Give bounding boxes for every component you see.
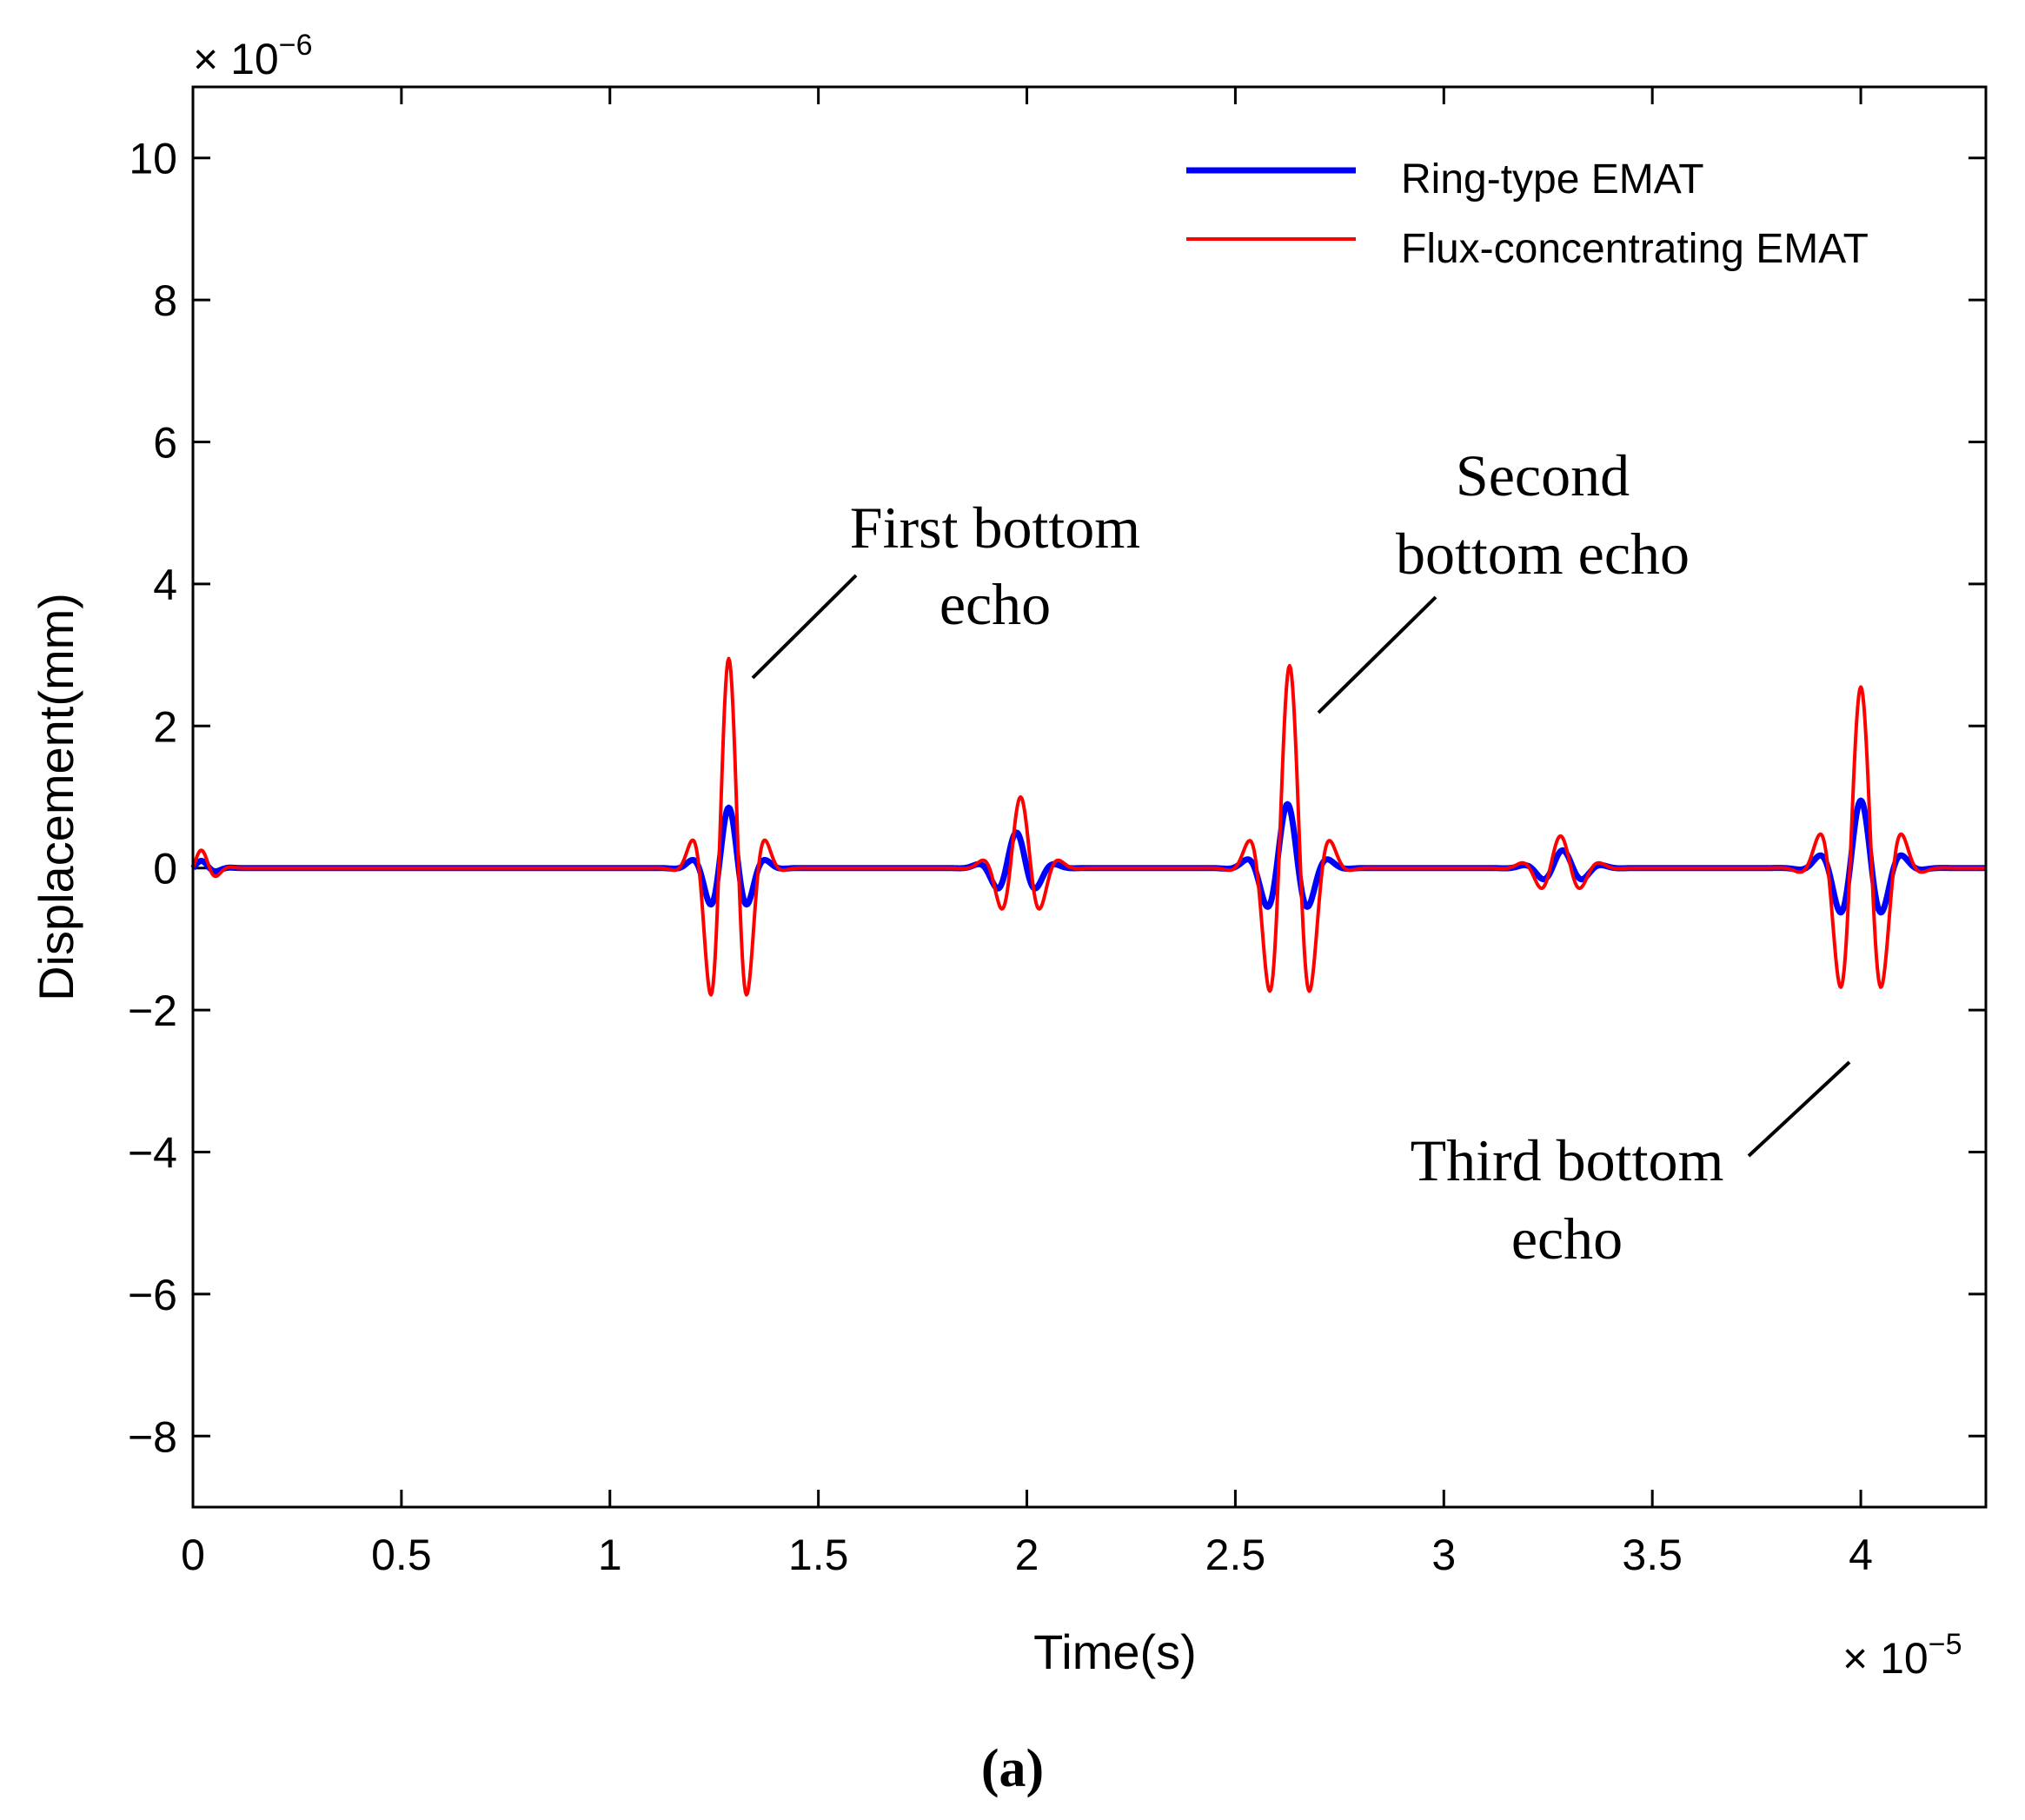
y-tick-label: −4 bbox=[128, 1129, 177, 1178]
y-tick-label: 10 bbox=[129, 135, 177, 183]
x-tick-label: 0.5 bbox=[371, 1531, 432, 1579]
x-tick-label: 0 bbox=[181, 1531, 205, 1579]
plot-background bbox=[193, 87, 1986, 1507]
y-tick-label: 8 bbox=[153, 276, 177, 325]
x-tick-label: 3.5 bbox=[1622, 1531, 1683, 1579]
x-tick-label: 4 bbox=[1849, 1531, 1873, 1579]
x-multiplier: × 10−5 bbox=[1842, 1628, 1962, 1683]
series-lines bbox=[190, 656, 1988, 997]
series-line-flux-concentrating bbox=[191, 656, 1987, 997]
annotation-first-echo-pointer bbox=[751, 574, 858, 680]
figure-caption: (a) bbox=[981, 1739, 1044, 1798]
legend-label-ring-type: Ring-type EMAT bbox=[1401, 156, 1704, 203]
annotation-third-echo: Third bottom echo bbox=[1411, 1060, 1851, 1272]
y-tick-label: −8 bbox=[128, 1412, 177, 1461]
y-tick-label: −6 bbox=[128, 1271, 177, 1319]
y-tick-label: −2 bbox=[128, 986, 177, 1035]
x-tick-label: 1 bbox=[598, 1531, 622, 1579]
annotation-second-echo-line2: bottom echo bbox=[1396, 521, 1690, 587]
x-tick-label: 2 bbox=[1015, 1531, 1039, 1579]
y-tick-label: 4 bbox=[153, 561, 177, 609]
y-tick-label: 2 bbox=[153, 702, 177, 751]
annotation-first-echo-line1: First bottom bbox=[850, 495, 1140, 561]
annotation-second-echo-pointer bbox=[1317, 595, 1437, 714]
y-tick-label: 0 bbox=[153, 845, 177, 893]
x-tick-label: 3 bbox=[1431, 1531, 1456, 1579]
annotation-third-echo-pointer bbox=[1747, 1060, 1851, 1158]
y-axis-label: Displacement(mm) bbox=[29, 593, 83, 1001]
annotation-first-echo-line2: echo bbox=[939, 571, 1051, 637]
annotation-third-echo-line2: echo bbox=[1511, 1206, 1623, 1272]
legend-label-flux-concentrating: Flux-concentrating EMAT bbox=[1401, 226, 1869, 272]
y-tick-label: 6 bbox=[153, 419, 177, 468]
legend: Ring-type EMAT Flux-concentrating EMAT bbox=[1186, 156, 1869, 272]
annotation-third-echo-line1: Third bottom bbox=[1411, 1127, 1724, 1193]
axis-ticks: 0 0.5 1 1.5 2 2.5 3 3.5 4 −8 −6 −4 −2 0 2 4 6 8 10 bbox=[128, 87, 1986, 1579]
x-tick-label: 2.5 bbox=[1205, 1531, 1266, 1579]
annotation-second-echo-line1: Second bbox=[1456, 442, 1630, 508]
plot-frame bbox=[191, 85, 1988, 1509]
x-tick-label: 1.5 bbox=[788, 1531, 849, 1579]
annotation-second-echo: Second bottom echo bbox=[1317, 442, 1690, 714]
y-multiplier: × 10−6 bbox=[193, 29, 312, 83]
annotation-first-echo: First bottom echo bbox=[751, 495, 1140, 680]
x-axis-label: Time(s) bbox=[1033, 1624, 1197, 1679]
